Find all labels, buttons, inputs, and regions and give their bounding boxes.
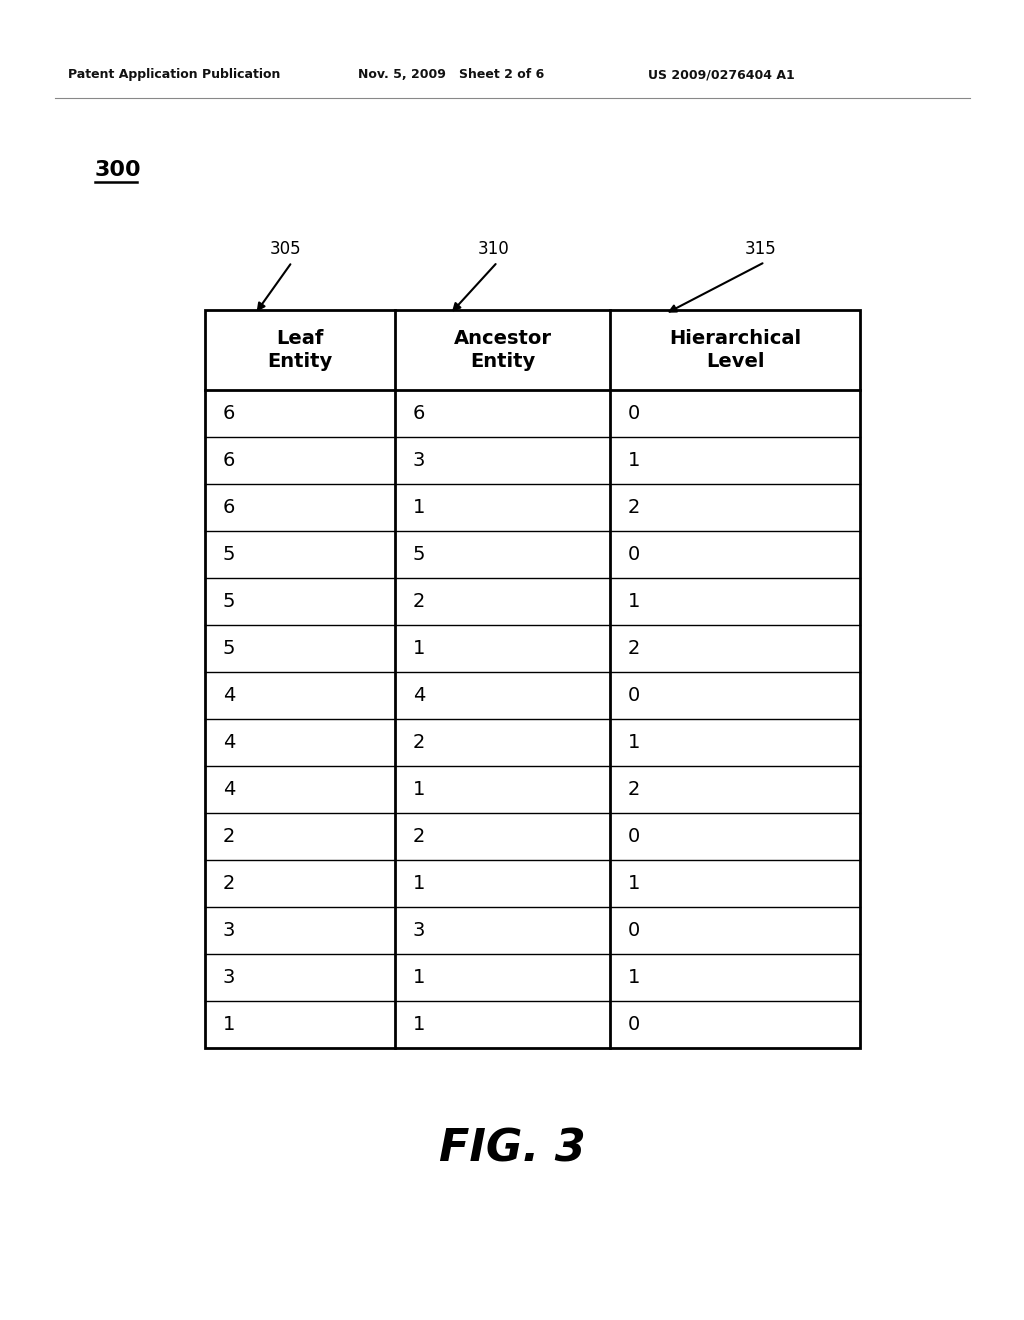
Text: 1: 1 — [413, 1015, 425, 1034]
Text: Leaf
Entity: Leaf Entity — [267, 329, 333, 371]
Text: 2: 2 — [223, 874, 236, 894]
Text: 1: 1 — [628, 874, 640, 894]
Text: 2: 2 — [413, 828, 425, 846]
Text: 1: 1 — [628, 968, 640, 987]
Text: 1: 1 — [628, 451, 640, 470]
Text: 6: 6 — [223, 404, 236, 422]
Text: 2: 2 — [413, 591, 425, 611]
Text: Nov. 5, 2009   Sheet 2 of 6: Nov. 5, 2009 Sheet 2 of 6 — [358, 69, 544, 81]
Text: 2: 2 — [628, 639, 640, 657]
Text: 3: 3 — [223, 968, 236, 987]
Text: FIG. 3: FIG. 3 — [438, 1129, 586, 1171]
Text: 1: 1 — [223, 1015, 236, 1034]
Text: 2: 2 — [223, 828, 236, 846]
Text: 3: 3 — [413, 451, 425, 470]
Text: 0: 0 — [628, 686, 640, 705]
Text: 3: 3 — [413, 921, 425, 940]
Text: 1: 1 — [628, 733, 640, 752]
Text: 305: 305 — [270, 240, 302, 257]
Text: 0: 0 — [628, 1015, 640, 1034]
Text: Hierarchical
Level: Hierarchical Level — [669, 329, 801, 371]
Text: 0: 0 — [628, 828, 640, 846]
Text: 315: 315 — [745, 240, 777, 257]
Text: 5: 5 — [223, 639, 236, 657]
Text: 5: 5 — [223, 591, 236, 611]
Text: 4: 4 — [223, 733, 236, 752]
Text: US 2009/0276404 A1: US 2009/0276404 A1 — [648, 69, 795, 81]
Text: 1: 1 — [628, 591, 640, 611]
Text: 4: 4 — [223, 686, 236, 705]
Text: 310: 310 — [477, 240, 509, 257]
Text: 0: 0 — [628, 921, 640, 940]
Text: 5: 5 — [413, 545, 426, 564]
Text: 1: 1 — [413, 874, 425, 894]
Text: 6: 6 — [413, 404, 425, 422]
Bar — [205, 310, 860, 1048]
Text: Patent Application Publication: Patent Application Publication — [68, 69, 281, 81]
Text: 5: 5 — [223, 545, 236, 564]
Text: 1: 1 — [413, 639, 425, 657]
Text: 4: 4 — [223, 780, 236, 799]
Text: 3: 3 — [223, 921, 236, 940]
Text: 1: 1 — [413, 498, 425, 517]
Text: 1: 1 — [413, 968, 425, 987]
Text: 0: 0 — [628, 545, 640, 564]
Text: 6: 6 — [223, 498, 236, 517]
Text: Ancestor
Entity: Ancestor Entity — [454, 329, 552, 371]
Text: 0: 0 — [628, 404, 640, 422]
Text: 300: 300 — [95, 160, 141, 180]
Text: 2: 2 — [628, 780, 640, 799]
Text: 4: 4 — [413, 686, 425, 705]
Text: 2: 2 — [413, 733, 425, 752]
Text: 2: 2 — [628, 498, 640, 517]
Text: 1: 1 — [413, 780, 425, 799]
Text: 6: 6 — [223, 451, 236, 470]
